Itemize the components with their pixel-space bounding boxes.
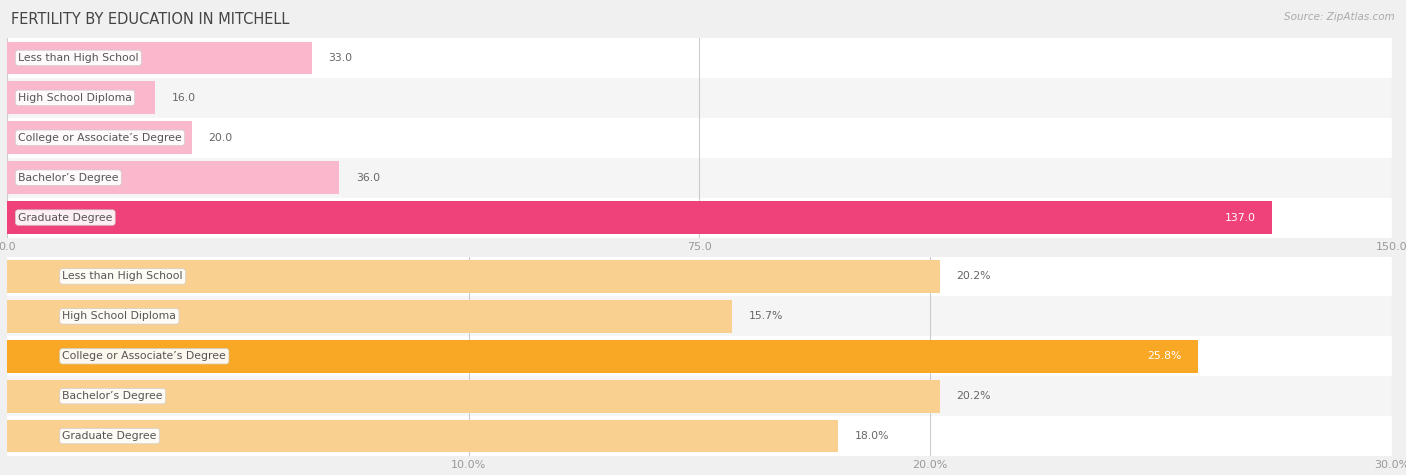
Bar — [7, 416, 1392, 456]
Text: 36.0: 36.0 — [356, 172, 380, 183]
Text: High School Diploma: High School Diploma — [62, 311, 176, 322]
Bar — [7, 158, 1392, 198]
Text: FERTILITY BY EDUCATION IN MITCHELL: FERTILITY BY EDUCATION IN MITCHELL — [11, 12, 290, 27]
Bar — [7, 42, 312, 74]
Text: College or Associate’s Degree: College or Associate’s Degree — [18, 133, 181, 143]
Text: 15.7%: 15.7% — [748, 311, 783, 322]
Text: Bachelor’s Degree: Bachelor’s Degree — [18, 172, 118, 183]
Bar — [7, 300, 731, 332]
Text: 16.0: 16.0 — [172, 93, 195, 103]
Text: 20.2%: 20.2% — [956, 391, 991, 401]
Bar — [7, 78, 1392, 118]
Text: 25.8%: 25.8% — [1147, 351, 1181, 361]
Bar — [7, 118, 1392, 158]
Text: High School Diploma: High School Diploma — [18, 93, 132, 103]
Bar — [7, 260, 939, 293]
Text: 20.2%: 20.2% — [956, 271, 991, 282]
Bar — [7, 38, 1392, 78]
Bar — [7, 340, 1198, 372]
Text: College or Associate’s Degree: College or Associate’s Degree — [62, 351, 226, 361]
Bar — [7, 256, 1392, 296]
Bar — [7, 201, 1272, 234]
Text: Bachelor’s Degree: Bachelor’s Degree — [62, 391, 163, 401]
Bar — [7, 122, 191, 154]
Text: 20.0: 20.0 — [208, 133, 232, 143]
Text: Less than High School: Less than High School — [18, 53, 139, 63]
Bar — [7, 376, 1392, 416]
Text: 33.0: 33.0 — [329, 53, 353, 63]
Bar — [7, 82, 155, 114]
Text: 18.0%: 18.0% — [855, 431, 889, 441]
Bar — [7, 380, 939, 412]
Bar — [7, 198, 1392, 238]
Text: Less than High School: Less than High School — [62, 271, 183, 282]
Bar — [7, 162, 339, 194]
Bar — [7, 296, 1392, 336]
Text: Graduate Degree: Graduate Degree — [18, 212, 112, 223]
Bar — [7, 336, 1392, 376]
Text: 137.0: 137.0 — [1225, 212, 1256, 223]
Text: Graduate Degree: Graduate Degree — [62, 431, 157, 441]
Text: Source: ZipAtlas.com: Source: ZipAtlas.com — [1284, 12, 1395, 22]
Bar — [7, 420, 838, 452]
